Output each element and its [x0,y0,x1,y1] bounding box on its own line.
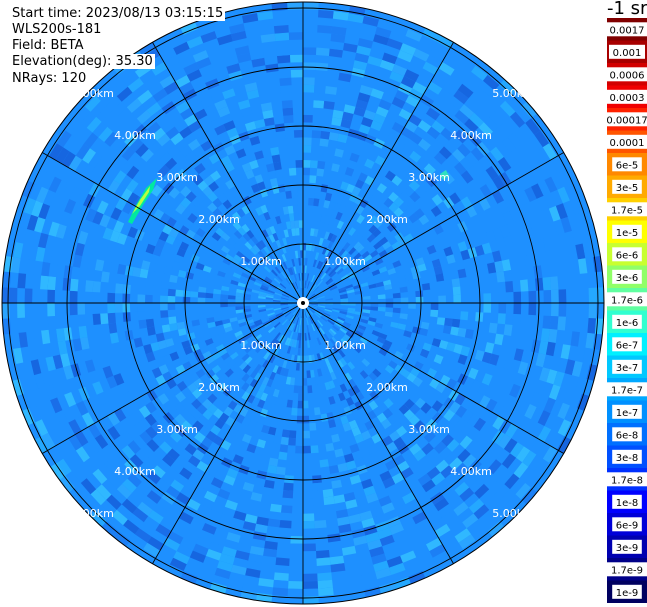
range-ring-label: 3.00km [408,171,450,184]
azimuth-spoke [302,302,454,564]
range-ring-label: 4.00km [450,465,492,478]
ppi-plot: 1.00km 1.00km 1.00km 1.00km 2.00km 2.00km 2.00… [1,1,605,605]
range-ring-label: 1.00km [240,255,282,268]
range-ring-label: 4.00km [450,129,492,142]
colorbar-label: 0.0017 [610,25,645,36]
colorbar-title: -1 sr [607,0,647,19]
colorbar-label: 3e-8 [616,453,639,464]
colorbar: 0.0017 0.001 0.0006 0.0003 0.00017 0.0001 6e-5… [607,18,647,603]
azimuth-spoke [42,152,304,304]
range-ring-label: 2.00km [366,381,408,394]
range-ring-label: 5.00km [72,87,114,100]
colorbar-label: 1.7e-6 [611,295,643,306]
range-ring-label: 4.00km [114,465,156,478]
range-ring-label: 1.00km [240,339,282,352]
range-ring-label: 2.00km [198,213,240,226]
azimuth-spoke [42,302,304,454]
azimuth-spoke [302,152,564,304]
colorbar-label: 3e-9 [616,543,639,554]
colorbar-label: 1.7e-5 [611,205,643,216]
azimuth-spoke [152,42,304,304]
colorbar-label: 3e-7 [616,363,639,374]
colorbar-label: 3e-5 [616,183,639,194]
colorbar-label: 1e-7 [616,408,639,419]
start-time-label: Start time: 2023/08/13 03:15:15 [10,6,226,21]
field-label: Field: BETA [10,38,86,53]
colorbar-label: 0.001 [613,48,642,59]
range-ring-label: 5.00km [72,507,114,520]
colorbar-label: 0.0003 [610,93,645,104]
elevation-label: Elevation(deg): 35.30 [10,54,155,69]
azimuth-spoke [302,302,564,454]
colorbar-label: 1.7e-9 [611,565,643,576]
range-ring-label: 4.00km [114,129,156,142]
colorbar-label: 6e-5 [616,160,639,171]
colorbar-label: 0.00017 [607,115,647,126]
range-ring-label: 5.00km [492,87,534,100]
colorbar-label: 1.7e-7 [611,385,643,396]
backscatter-texture [2,2,604,604]
colorbar-label: 6e-6 [616,250,639,261]
range-ring-label: 3.00km [156,171,198,184]
colorbar-label: 0.0001 [610,138,645,149]
range-ring-label: 5.00km [492,507,534,520]
range-ring-label: 3.00km [156,423,198,436]
colorbar-label: 1e-5 [616,228,639,239]
range-ring-label: 2.00km [366,213,408,226]
range-ring-label: 2.00km [198,381,240,394]
range-ring-labels: 1.00km 1.00km 1.00km 1.00km 2.00km 2.00km 2.00… [72,87,534,520]
colorbar-label: 3e-6 [616,273,639,284]
colorbar-label: 1e-6 [616,318,639,329]
range-ring-label: 1.00km [324,339,366,352]
colorbar-label: 6e-9 [616,520,639,531]
colorbar-label: 1.7e-8 [611,475,643,486]
colorbar-label: 1e-9 [616,588,639,599]
range-ring-label: 3.00km [408,423,450,436]
center-marker [297,297,309,309]
instrument-label: WLS200s-181 [10,22,104,37]
azimuth-spokes [2,2,604,604]
colorbar-label: 6e-7 [616,340,639,351]
colorbar-label: 1e-8 [616,498,639,509]
colorbar-label: 0.0006 [610,70,645,81]
azimuth-spoke [302,42,454,304]
nrays-label: NRays: 120 [10,71,89,86]
colorbar-label: 6e-8 [616,430,639,441]
range-ring-label: 1.00km [324,255,366,268]
azimuth-spoke [152,302,304,564]
